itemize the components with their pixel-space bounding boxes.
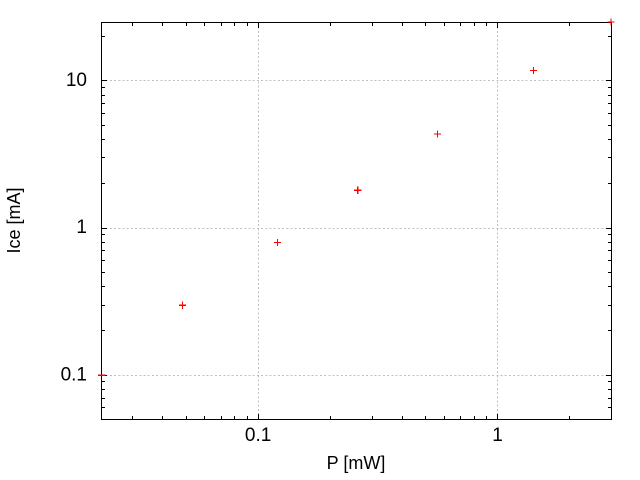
svg-text:Ice [mA]: Ice [mA] (4, 187, 24, 253)
svg-text:P [mW]: P [mW] (327, 453, 386, 473)
svg-text:0.1: 0.1 (61, 364, 87, 385)
svg-text:0.1: 0.1 (245, 425, 271, 446)
svg-text:10: 10 (66, 70, 87, 91)
svg-text:1: 1 (76, 217, 87, 238)
svg-text:1: 1 (492, 425, 503, 446)
